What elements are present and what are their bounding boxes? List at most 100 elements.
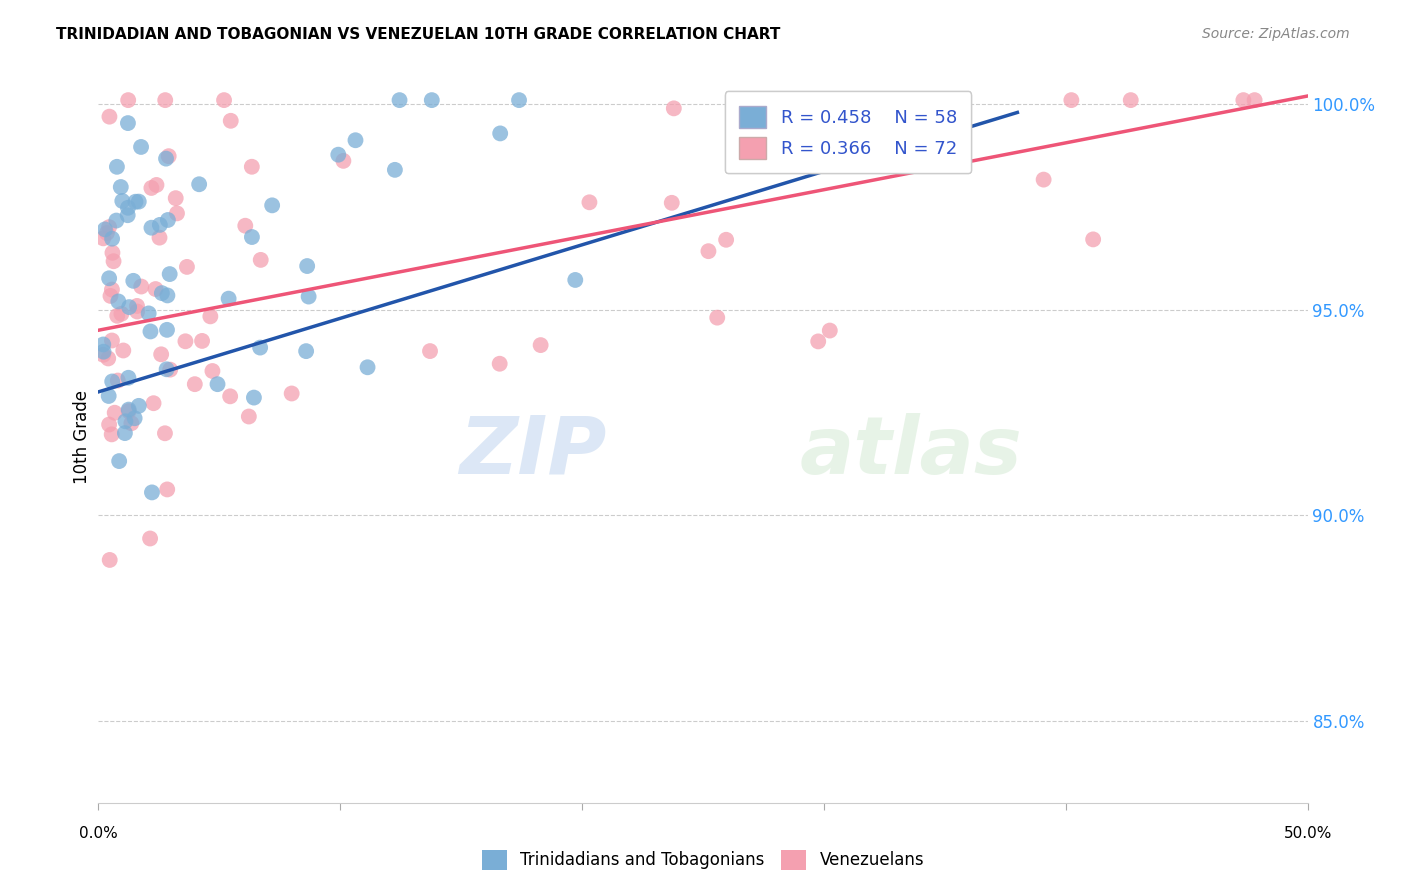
Point — [1081, 232, 1104, 246]
Point — [262, 198, 284, 212]
Point — [697, 244, 720, 259]
Point — [112, 343, 135, 358]
Point — [207, 377, 229, 392]
Text: 50.0%: 50.0% — [1284, 825, 1331, 840]
Point — [142, 396, 165, 410]
Point — [91, 231, 114, 245]
Point — [249, 252, 271, 267]
Point — [419, 344, 441, 359]
Point — [218, 292, 240, 306]
Point — [150, 286, 173, 301]
Point — [101, 283, 124, 297]
Point — [706, 310, 728, 325]
Point — [111, 194, 134, 208]
Point — [280, 386, 302, 401]
Point — [155, 152, 177, 166]
Point — [157, 149, 180, 163]
Point — [141, 220, 163, 235]
Point — [240, 160, 263, 174]
Point — [384, 162, 406, 177]
Point — [388, 93, 411, 107]
Point — [344, 133, 367, 147]
Point — [156, 213, 179, 227]
Point — [110, 180, 132, 194]
Point — [145, 282, 167, 296]
Point — [298, 289, 321, 303]
Point — [141, 181, 163, 195]
Point — [118, 300, 141, 314]
Point — [243, 391, 266, 405]
Text: TRINIDADIAN AND TOBAGONIAN VS VENEZUELAN 10TH GRADE CORRELATION CHART: TRINIDADIAN AND TOBAGONIAN VS VENEZUELAN… — [56, 27, 780, 42]
Point — [101, 375, 124, 389]
Point — [138, 306, 160, 320]
Point — [98, 271, 121, 285]
Point — [108, 454, 131, 468]
Point — [1060, 93, 1083, 107]
Point — [212, 93, 235, 107]
Text: 0.0%: 0.0% — [79, 825, 118, 840]
Point — [156, 323, 179, 337]
Point — [530, 338, 553, 352]
Point — [98, 110, 121, 124]
Point — [818, 324, 841, 338]
Point — [165, 191, 187, 205]
Point — [1032, 172, 1054, 186]
Point — [156, 288, 179, 302]
Point — [420, 93, 443, 107]
Point — [91, 348, 114, 362]
Point — [564, 273, 586, 287]
Point — [124, 194, 146, 209]
Point — [238, 409, 260, 424]
Point — [200, 310, 222, 324]
Point — [249, 341, 271, 355]
Point — [332, 153, 354, 168]
Point — [117, 93, 139, 107]
Point — [807, 334, 830, 349]
Point — [578, 195, 600, 210]
Point — [166, 206, 188, 220]
Point — [139, 325, 162, 339]
Point — [91, 337, 114, 351]
Point — [97, 389, 120, 403]
Point — [153, 426, 176, 441]
Text: Source: ZipAtlas.com: Source: ZipAtlas.com — [1202, 27, 1350, 41]
Point — [107, 374, 129, 388]
Point — [159, 362, 181, 376]
Point — [110, 307, 132, 321]
Point — [356, 360, 378, 375]
Point — [661, 195, 683, 210]
Legend: Trinidadians and Tobagonians, Venezuelans: Trinidadians and Tobagonians, Venezuelan… — [475, 843, 931, 877]
Point — [100, 289, 122, 303]
Text: ZIP: ZIP — [458, 413, 606, 491]
Point — [328, 147, 350, 161]
Point — [104, 406, 127, 420]
Point — [96, 226, 118, 240]
Point — [117, 404, 139, 418]
Point — [191, 334, 214, 348]
Point — [219, 389, 242, 403]
Point — [93, 344, 115, 359]
Point — [117, 371, 139, 385]
Point — [145, 178, 167, 192]
Point — [118, 402, 141, 417]
Point — [156, 362, 179, 376]
Point — [129, 279, 152, 293]
Point — [1232, 93, 1254, 107]
Legend: R = 0.458    N = 58, R = 0.366    N = 72: R = 0.458 N = 58, R = 0.366 N = 72 — [724, 91, 972, 173]
Point — [117, 208, 139, 222]
Point — [150, 347, 173, 361]
Point — [105, 309, 128, 323]
Point — [1119, 93, 1142, 107]
Point — [156, 483, 179, 497]
Point — [125, 299, 148, 313]
Point — [662, 101, 685, 115]
Point — [201, 364, 224, 378]
Point — [114, 414, 136, 428]
Point — [122, 274, 145, 288]
Point — [488, 357, 510, 371]
Point — [127, 304, 149, 318]
Point — [240, 230, 263, 244]
Point — [912, 93, 935, 107]
Point — [295, 259, 318, 273]
Point — [1243, 93, 1265, 107]
